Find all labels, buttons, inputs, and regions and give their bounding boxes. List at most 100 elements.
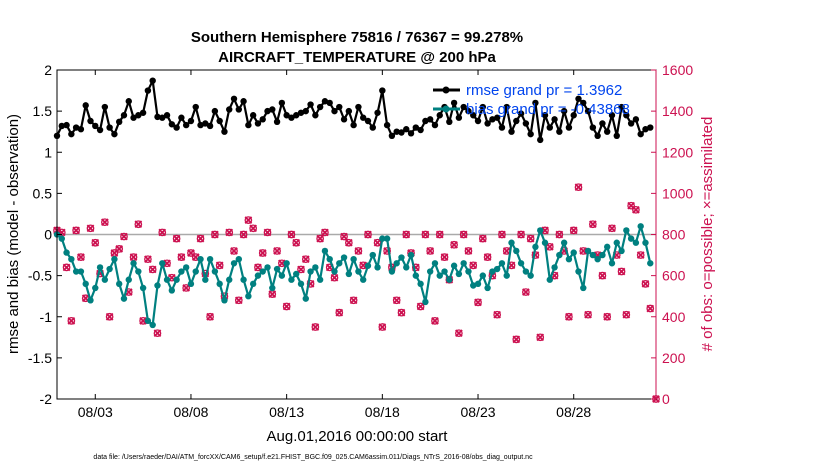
rmse-point (120, 112, 128, 119)
rmse-point (575, 95, 582, 102)
rmse-point (426, 116, 434, 123)
obs-possible-marker (493, 310, 502, 319)
obs-assimilated-stroke (144, 255, 152, 264)
rmse-point (182, 121, 190, 129)
obs-assimilated-marker (498, 230, 506, 239)
rmse-point (235, 106, 243, 113)
bias-point (264, 264, 271, 271)
obs-possible-marker (598, 271, 607, 280)
bias-point (642, 239, 649, 246)
bias-point (187, 280, 195, 288)
obs-assimilated-stroke (230, 247, 238, 255)
bias-point (508, 239, 515, 246)
obs-assimilated-stroke (584, 310, 592, 319)
obs-assimilated-stroke (321, 228, 329, 237)
obs-assimilated-stroke (62, 263, 71, 272)
rmse-point (58, 122, 65, 130)
obs-assimilated-marker (129, 253, 138, 261)
obs-assimilated-marker (493, 310, 501, 319)
obs-assimilated-marker (163, 259, 171, 268)
bias-point (647, 260, 654, 267)
obs-assimilated-marker (158, 228, 167, 237)
obs-assimilated-marker (512, 335, 521, 344)
bias-point (230, 260, 238, 267)
obs-possible-marker (321, 228, 329, 237)
bias-point (278, 272, 286, 279)
obs-possible-marker (455, 329, 463, 338)
rmse-point (393, 128, 400, 135)
obs-possible-marker (335, 308, 344, 317)
obs-possible-marker (344, 238, 353, 247)
obs-assimilated-stroke (263, 228, 272, 237)
obs-assimilated-marker (249, 224, 257, 233)
rmse-point (465, 107, 472, 115)
obs-possible-marker (187, 249, 195, 257)
bias-point (63, 249, 70, 256)
obs-assimilated-stroke (359, 261, 368, 270)
bias-point (513, 247, 520, 255)
obs-assimilated-marker (617, 267, 626, 276)
bias-point (369, 251, 376, 259)
obs-assimilated-marker (522, 288, 530, 296)
y-left-tick-label: 1 (44, 144, 52, 160)
bias-point (154, 282, 161, 289)
obs-assimilated-stroke (435, 230, 444, 239)
rmse-point (254, 120, 262, 127)
obs-assimilated-marker (67, 317, 76, 325)
obs-assimilated-stroke (378, 323, 387, 331)
obs-possible-marker (512, 335, 521, 344)
bias-point (82, 280, 89, 288)
obs-assimilated-marker (440, 253, 449, 261)
obs-assimilated-stroke (187, 249, 195, 257)
rmse-point (584, 107, 592, 115)
obs-possible-marker (239, 230, 248, 239)
obs-assimilated-marker (569, 226, 578, 235)
bias-point (556, 251, 563, 259)
obs-assimilated-marker (225, 228, 234, 237)
y-left-tick-label: 0 (44, 227, 52, 243)
obs-assimilated-marker (115, 245, 124, 253)
bias-point (446, 276, 453, 283)
rmse-point (618, 103, 625, 111)
bias-point (226, 276, 233, 283)
bias-point (130, 260, 137, 267)
bias-point (613, 239, 620, 246)
bias-point (269, 284, 276, 292)
bias-point (182, 264, 190, 271)
x-tick-label: 08/13 (269, 404, 304, 420)
obs-assimilated-marker (402, 230, 411, 239)
obs-assimilated-stroke (105, 312, 114, 321)
obs-assimilated-marker (373, 238, 382, 247)
bias-point (211, 268, 219, 275)
bias-point (283, 260, 290, 267)
y-right-tick-label: 1400 (662, 103, 693, 119)
rmse-point (560, 107, 568, 115)
obs-possible-marker (340, 232, 348, 241)
rmse-point (608, 112, 616, 119)
bias-point (316, 276, 324, 283)
obs-assimilated-marker (378, 323, 387, 331)
obs-assimilated-marker (134, 220, 143, 229)
bias-point (393, 260, 400, 267)
bias-point (173, 276, 180, 283)
bias-point (474, 280, 482, 288)
obs-assimilated-marker (541, 226, 549, 235)
data-file-footnote: data file: /Users/raeder/DAI/ATM_forcXX/… (93, 454, 533, 461)
rmse-point (403, 126, 410, 133)
rmse-point (331, 107, 338, 115)
y-left-tick-label: -0.5 (28, 268, 52, 284)
obs-assimilated-stroke (598, 271, 607, 280)
bias-point (565, 255, 573, 263)
obs-possible-marker (177, 253, 186, 261)
bias-point (379, 235, 386, 242)
obs-assimilated-stroke (239, 230, 248, 239)
obs-assimilated-stroke (450, 240, 458, 249)
obs-possible-marker (431, 317, 439, 325)
rmse-point (302, 107, 309, 115)
obs-possible-marker (292, 238, 301, 247)
bias-point (163, 276, 171, 283)
obs-assimilated-stroke (124, 288, 133, 296)
obs-assimilated-marker (598, 271, 607, 280)
bias-point (101, 276, 109, 283)
obs-assimilated-marker (311, 323, 320, 331)
